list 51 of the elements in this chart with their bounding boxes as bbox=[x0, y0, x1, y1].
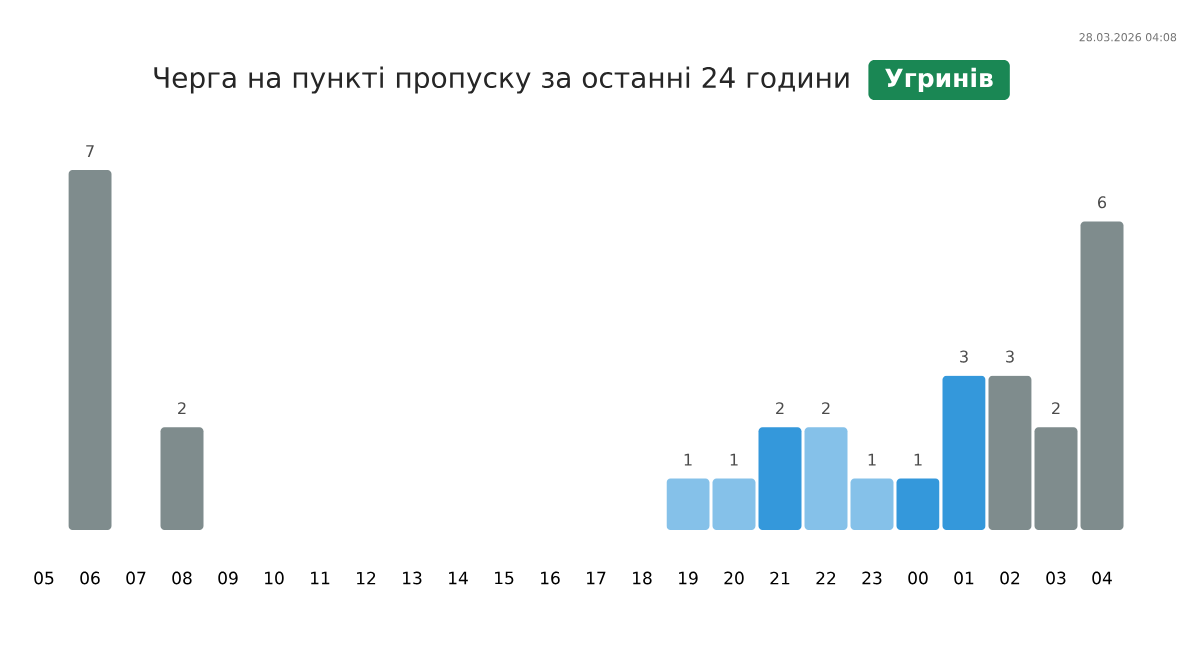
data-label: 3 bbox=[1006, 350, 1014, 363]
x-tick-label: 22 bbox=[816, 571, 836, 585]
x-tick-label: 00 bbox=[908, 571, 928, 585]
data-label: 1 bbox=[868, 453, 876, 466]
bar bbox=[942, 375, 986, 530]
data-label: 2 bbox=[1052, 402, 1060, 415]
x-tick-label: 11 bbox=[311, 571, 330, 585]
x-tick-label: 23 bbox=[862, 571, 882, 585]
x-tick-label: 15 bbox=[495, 571, 514, 585]
x-tick-label: 01 bbox=[954, 571, 974, 585]
bar bbox=[1080, 221, 1124, 530]
data-label: 1 bbox=[684, 453, 692, 466]
chart-title: Черга на пункті пропуску за останні 24 години bbox=[154, 66, 849, 94]
data-label: 2 bbox=[178, 402, 186, 415]
x-tick-label: 06 bbox=[80, 571, 100, 585]
bar bbox=[850, 478, 894, 530]
text: 28.03.2026 04:08 bbox=[1079, 33, 1177, 42]
x-tick-label: 12 bbox=[357, 571, 376, 585]
data-label: 2 bbox=[822, 402, 830, 415]
data-label: 3 bbox=[960, 350, 968, 363]
x-tick-label: 18 bbox=[633, 571, 652, 585]
bar bbox=[712, 478, 756, 530]
bar bbox=[758, 427, 802, 530]
bar bbox=[68, 169, 112, 530]
data-label: 6 bbox=[1098, 196, 1107, 209]
x-tick-label: 10 bbox=[265, 571, 284, 585]
x-tick-label: 08 bbox=[172, 571, 192, 585]
bar bbox=[988, 375, 1032, 530]
data-label: 1 bbox=[914, 453, 922, 466]
x-tick-label: 17 bbox=[587, 571, 606, 585]
bar bbox=[666, 478, 710, 530]
data-label: 7 bbox=[86, 145, 94, 157]
x-tick-label: 09 bbox=[218, 571, 238, 585]
data-label: 2 bbox=[776, 402, 784, 415]
x-tick-label: 20 bbox=[724, 571, 744, 585]
chart-subtitle: Угринів bbox=[885, 67, 993, 93]
x-tick-label: 02 bbox=[1000, 571, 1020, 585]
x-tick-label: 13 bbox=[403, 571, 422, 585]
x-tick-label: 21 bbox=[770, 571, 790, 585]
x-tick-label: 05 bbox=[34, 571, 54, 585]
data-label: 1 bbox=[730, 453, 738, 466]
x-tick-label: 03 bbox=[1046, 571, 1066, 585]
x-tick-label: 07 bbox=[126, 571, 146, 585]
x-tick-label: 16 bbox=[541, 571, 560, 585]
bar bbox=[896, 478, 940, 530]
bar bbox=[804, 427, 848, 530]
x-tick-label: 19 bbox=[679, 571, 698, 585]
bar bbox=[1034, 427, 1078, 530]
x-tick-label: 14 bbox=[449, 571, 468, 585]
bar bbox=[160, 427, 204, 530]
x-tick-label: 04 bbox=[1092, 571, 1112, 585]
